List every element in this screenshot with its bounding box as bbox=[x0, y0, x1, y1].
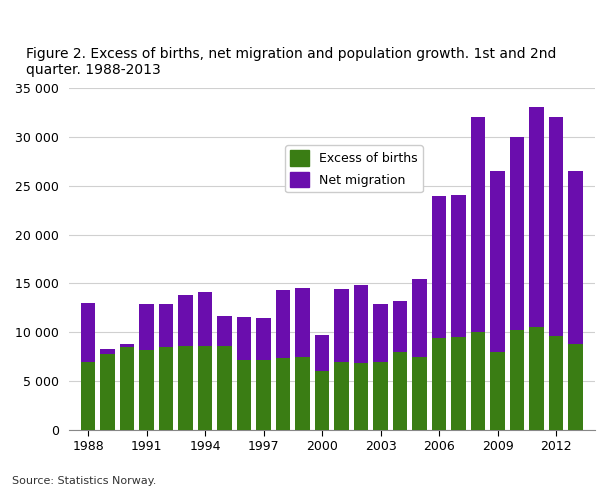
Bar bbox=[412, 280, 427, 357]
Bar bbox=[217, 346, 232, 430]
Text: Source: Statistics Norway.: Source: Statistics Norway. bbox=[12, 476, 157, 486]
Bar bbox=[393, 301, 407, 352]
Bar bbox=[315, 335, 329, 371]
Bar bbox=[510, 330, 525, 430]
Bar bbox=[529, 327, 544, 430]
Bar bbox=[529, 107, 544, 327]
Bar bbox=[373, 362, 388, 430]
Text: Figure 2. Excess of births, net migration and population growth. 1st and 2nd
qua: Figure 2. Excess of births, net migratio… bbox=[26, 47, 557, 77]
Bar bbox=[276, 358, 290, 430]
Bar bbox=[432, 196, 447, 338]
Bar bbox=[120, 344, 134, 347]
Bar bbox=[568, 171, 583, 344]
Bar bbox=[295, 357, 310, 430]
Bar bbox=[451, 195, 466, 337]
Bar bbox=[237, 317, 251, 360]
Bar bbox=[100, 349, 115, 354]
Bar bbox=[549, 336, 563, 430]
Bar bbox=[373, 304, 388, 362]
Bar bbox=[120, 347, 134, 430]
Bar bbox=[451, 337, 466, 430]
Bar bbox=[159, 347, 173, 430]
Bar bbox=[198, 346, 212, 430]
Bar bbox=[217, 316, 232, 346]
Bar bbox=[412, 357, 427, 430]
Bar bbox=[432, 338, 447, 430]
Bar bbox=[100, 354, 115, 430]
Bar bbox=[81, 362, 95, 430]
Bar bbox=[510, 137, 525, 330]
Bar bbox=[471, 117, 486, 332]
Bar bbox=[568, 344, 583, 430]
Bar bbox=[198, 292, 212, 346]
Bar bbox=[490, 171, 505, 352]
Bar bbox=[276, 290, 290, 358]
Bar bbox=[393, 352, 407, 430]
Bar bbox=[139, 350, 154, 430]
Bar bbox=[549, 117, 563, 336]
Bar bbox=[354, 363, 368, 430]
Bar bbox=[178, 295, 193, 346]
Bar bbox=[237, 360, 251, 430]
Legend: Excess of births, Net migration: Excess of births, Net migration bbox=[285, 145, 423, 192]
Bar bbox=[178, 346, 193, 430]
Bar bbox=[315, 371, 329, 430]
Bar bbox=[354, 285, 368, 363]
Bar bbox=[256, 360, 271, 430]
Bar bbox=[256, 318, 271, 360]
Bar bbox=[490, 352, 505, 430]
Bar bbox=[334, 289, 349, 362]
Bar bbox=[81, 303, 95, 362]
Bar bbox=[334, 362, 349, 430]
Bar bbox=[471, 332, 486, 430]
Bar bbox=[139, 304, 154, 350]
Bar bbox=[159, 304, 173, 347]
Bar bbox=[295, 288, 310, 357]
